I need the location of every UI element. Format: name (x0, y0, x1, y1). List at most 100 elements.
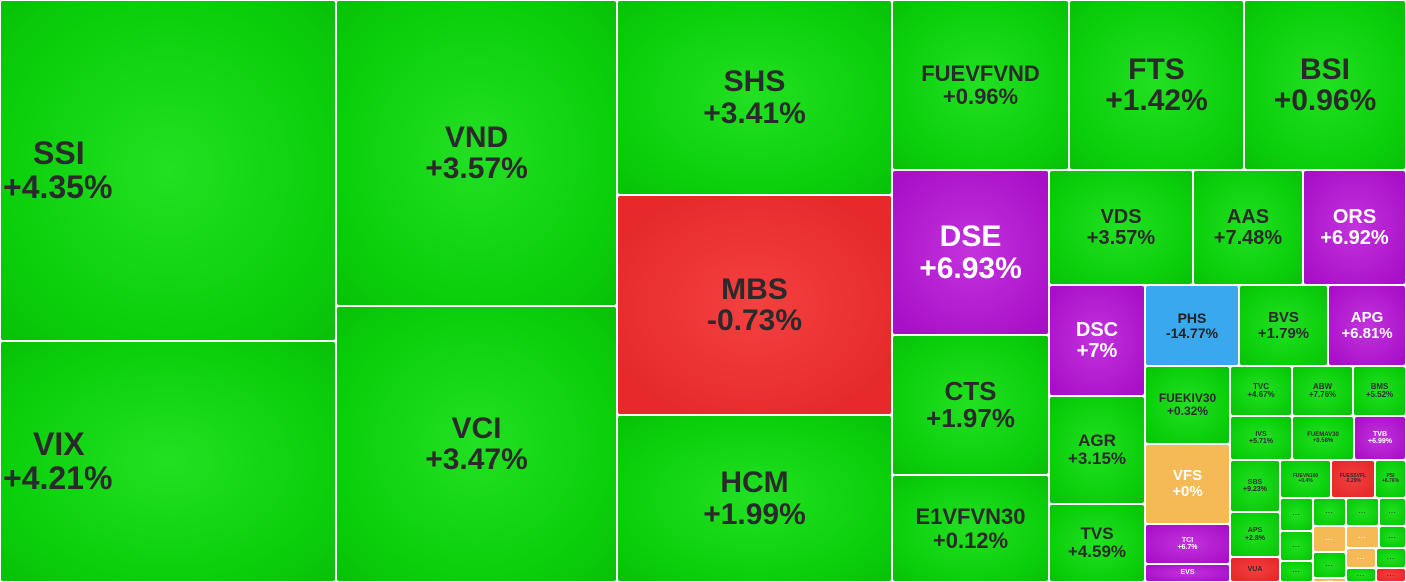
tile-ivs[interactable]: IVS +5.71% (1230, 416, 1292, 460)
tile-more-38[interactable]: ... (1280, 498, 1313, 531)
tile-e1vfvn30[interactable]: E1VFVN30 +0.12% (892, 475, 1049, 582)
tile-symbol: VDS (1100, 205, 1142, 228)
tile-more-48[interactable]: ... (1346, 548, 1376, 568)
tile-symbol: ... (1325, 561, 1334, 568)
tile-aps[interactable]: APS +2.8% (1230, 512, 1280, 557)
tile-change: +6.93% (919, 251, 1022, 285)
tile-change: +3.57% (425, 152, 528, 185)
tile-change: +4.35% (3, 168, 113, 205)
tile-change: +0.96% (942, 84, 1019, 109)
tile-fts[interactable]: FTS +1.42% (1069, 0, 1244, 170)
tile-more-46[interactable]: ... (1280, 561, 1313, 582)
tile-change: +0.96% (1273, 84, 1377, 117)
tile-fuekiv30[interactable]: FUEKIV30 +0.32% (1145, 366, 1230, 444)
tile-symbol: ... (1292, 568, 1301, 575)
tile-fuessvfl[interactable]: FUESSVFL -0.29% (1331, 460, 1375, 498)
tile-symbol: VCI (451, 411, 502, 445)
tile-bms[interactable]: BMS +5.52% (1353, 366, 1406, 416)
tile-symbol: FUEVN100 (1292, 472, 1319, 479)
tile-mbs[interactable]: MBS -0.73% (617, 195, 892, 415)
tile-apg[interactable]: APG +6.81% (1328, 285, 1406, 366)
tile-symbol: TVB (1373, 430, 1387, 438)
tile-fuevfvnd[interactable]: FUEVFVND +0.96% (892, 0, 1069, 170)
tile-change: +9.23% (1243, 486, 1267, 493)
tile-vix[interactable]: VIX +4.21% (0, 341, 336, 582)
tile-tvs[interactable]: TVS +4.59% (1049, 504, 1145, 582)
tile-tvb[interactable]: TVB +6.99% (1354, 416, 1406, 460)
tile-fuevn100[interactable]: FUEVN100 +0.4% (1280, 460, 1331, 498)
tile-phs[interactable]: PHS -14.77% (1145, 285, 1239, 366)
tile-change: +7.76% (1308, 390, 1337, 399)
tile-shs[interactable]: SHS +3.41% (617, 0, 892, 195)
tile-change: +1.99% (703, 497, 806, 531)
tile-change: +3.41% (703, 96, 806, 130)
tile-vds[interactable]: VDS +3.57% (1049, 170, 1193, 285)
tile-symbol: VND (444, 120, 509, 154)
tile-change: +0% (1172, 483, 1203, 500)
tile-more-49[interactable]: ... (1376, 548, 1406, 568)
tile-symbol: SHS (723, 65, 786, 98)
tile-symbol: ... (1358, 508, 1367, 515)
tile-symbol: APS (1247, 527, 1263, 535)
tile-symbol: SBS (1247, 478, 1263, 486)
tile-ssi[interactable]: SSI +4.35% (0, 0, 336, 341)
tile-change: +3.57% (1086, 226, 1156, 249)
tile-symbol: FUEMAV30 (1307, 431, 1339, 438)
tile-symbol: VIX (33, 425, 85, 462)
tile-symbol: BVS (1268, 308, 1299, 326)
tile-more-47[interactable]: ... (1313, 552, 1346, 578)
tile-fuemav30[interactable]: FUEMAV30 +0.58% (1292, 416, 1354, 460)
tile-more-44[interactable]: ... (1346, 526, 1379, 548)
tile-vci[interactable]: VCI +3.47% (336, 306, 617, 582)
tile-change: +0.12% (932, 527, 1009, 553)
tile-vua[interactable]: VUA (1230, 557, 1280, 582)
tile-psi[interactable]: PSI +6.76% (1375, 460, 1406, 498)
tile-tci[interactable]: TCI +6.7% (1145, 524, 1230, 564)
tile-symbol: IVS (1255, 430, 1267, 438)
tile-symbol: AGR (1078, 431, 1116, 451)
tile-more-51[interactable]: ... (1376, 568, 1406, 582)
tile-more-39[interactable]: ... (1313, 498, 1346, 526)
tile-symbol: SSI (33, 134, 85, 171)
tile-more-45[interactable]: ... (1379, 526, 1406, 548)
tile-symbol: ... (1388, 508, 1397, 515)
tile-change: +5.71% (1249, 438, 1273, 445)
tile-more-43[interactable]: ... (1313, 526, 1346, 552)
tile-symbol: E1VFVN30 (915, 504, 1026, 530)
tile-more-40[interactable]: ... (1346, 498, 1379, 526)
tile-symbol: ORS (1332, 205, 1377, 228)
tile-bsi[interactable]: BSI +0.96% (1244, 0, 1406, 170)
tile-tvc[interactable]: TVC +4.67% (1230, 366, 1292, 416)
tile-symbol: ... (1388, 533, 1397, 540)
tile-symbol: TCI (1181, 536, 1194, 544)
tile-symbol: HCM (720, 466, 789, 499)
tile-vfs[interactable]: VFS +0% (1145, 444, 1230, 524)
tile-symbol: ... (1325, 508, 1334, 515)
tile-more-50[interactable]: ... (1346, 568, 1376, 582)
tile-change: -0.73% (706, 304, 803, 337)
tile-dse[interactable]: DSE +6.93% (892, 170, 1049, 335)
tile-evs[interactable]: EVS (1145, 564, 1230, 582)
tile-more-52[interactable]: ... (1313, 578, 1346, 582)
tile-change: +0.4% (1298, 478, 1313, 484)
tile-symbol: TVC (1253, 381, 1269, 391)
tile-more-42[interactable]: ... (1280, 531, 1313, 561)
tile-more-41[interactable]: ... (1379, 498, 1406, 526)
tile-symbol: CTS (944, 375, 997, 406)
tile-bvs[interactable]: BVS +1.79% (1239, 285, 1328, 366)
tile-aas[interactable]: AAS +7.48% (1193, 170, 1303, 285)
tile-dsc[interactable]: DSC +7% (1049, 285, 1145, 396)
tile-symbol: BMS (1370, 381, 1389, 391)
tile-sbs[interactable]: SBS +9.23% (1230, 460, 1280, 512)
tile-vnd[interactable]: VND +3.57% (336, 0, 617, 306)
tile-agr[interactable]: AGR +3.15% (1049, 396, 1145, 504)
tile-ors[interactable]: ORS +6.92% (1303, 170, 1406, 285)
tile-symbol: ABW (1312, 381, 1333, 391)
tile-change: +1.97% (926, 403, 1015, 433)
tile-symbol: ... (1386, 571, 1395, 578)
tile-hcm[interactable]: HCM +1.99% (617, 415, 892, 582)
tile-symbol: AAS (1226, 205, 1270, 228)
tile-abw[interactable]: ABW +7.76% (1292, 366, 1353, 416)
tile-cts[interactable]: CTS +1.97% (892, 335, 1049, 475)
